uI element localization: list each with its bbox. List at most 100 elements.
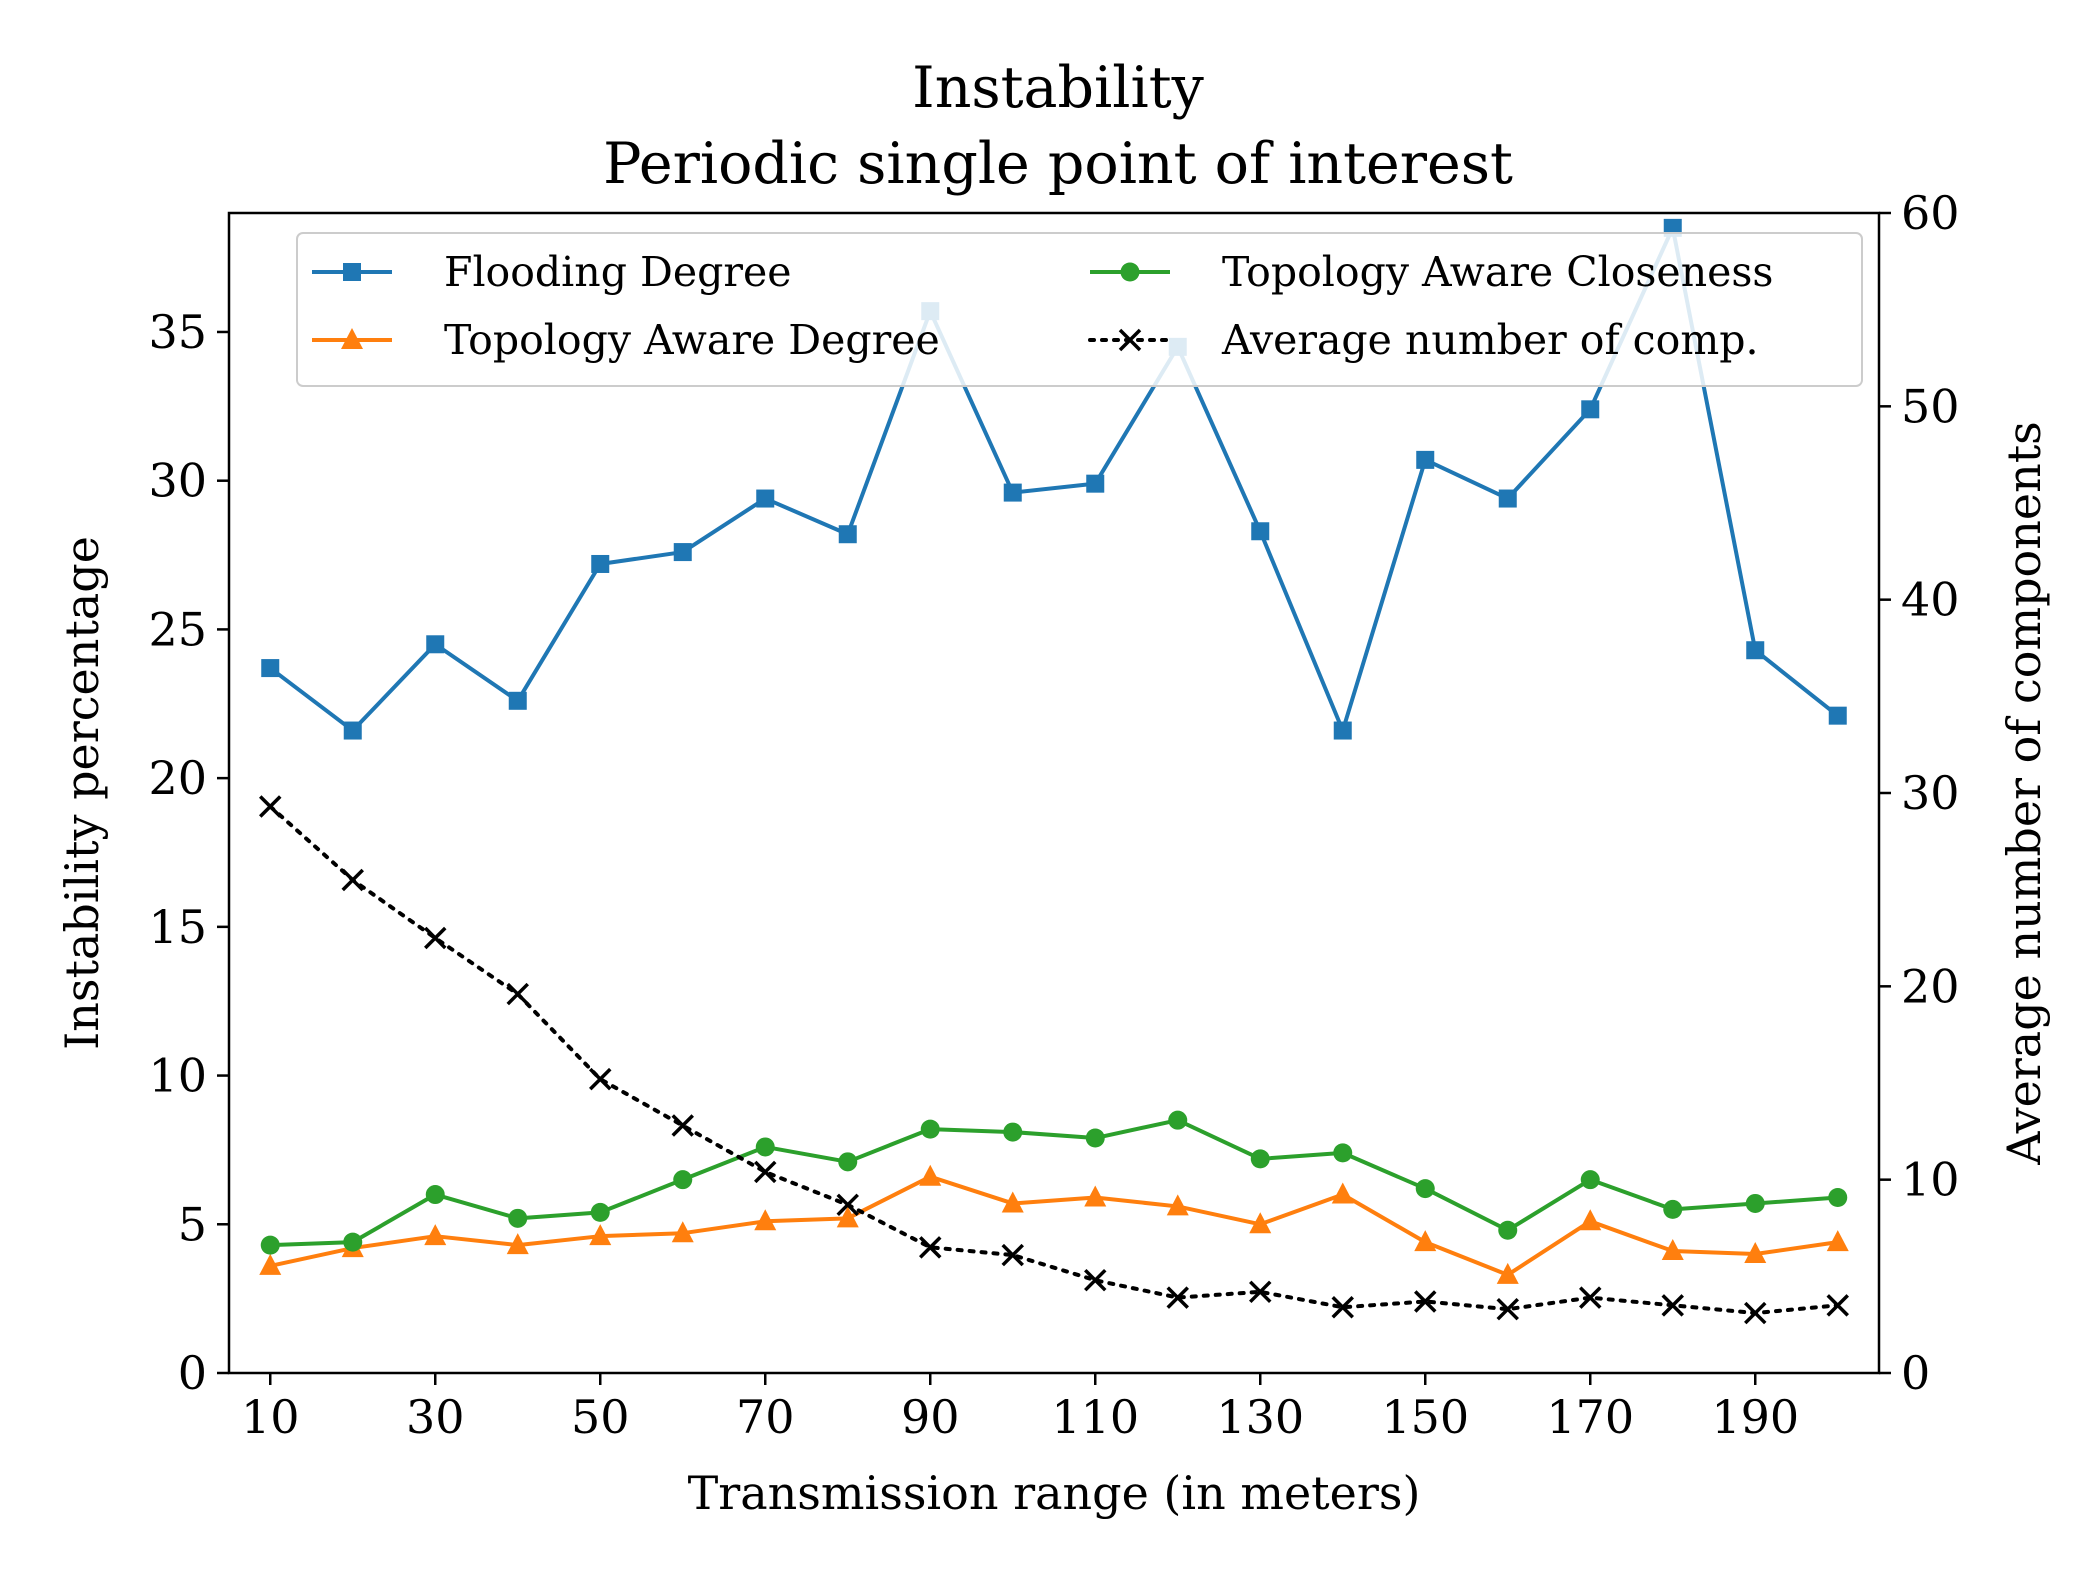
x-tick-label: 110	[1051, 1390, 1139, 1444]
data-point	[1249, 1212, 1272, 1234]
data-point	[671, 1221, 694, 1243]
y2-tick-label: 30	[1901, 766, 1960, 820]
data-point	[1498, 489, 1517, 508]
legend-marker	[341, 328, 363, 349]
data-point	[1331, 1182, 1354, 1204]
y-tick-label: 15	[148, 900, 207, 954]
data-point	[1333, 1143, 1353, 1163]
data-point	[1661, 1239, 1684, 1261]
data-point	[755, 1137, 775, 1157]
data-point	[1826, 1230, 1849, 1252]
y2-tick-label: 0	[1901, 1346, 1930, 1400]
data-point	[838, 1152, 858, 1172]
legend-marker	[343, 263, 361, 281]
data-point	[1085, 1128, 1105, 1148]
data-point	[343, 721, 362, 740]
x-tick-label: 130	[1216, 1390, 1304, 1444]
data-point	[1828, 1188, 1848, 1208]
data-point	[673, 543, 692, 562]
legend-label: Topology Aware Degree	[444, 316, 940, 364]
data-point	[260, 1235, 280, 1255]
y-tick-label: 0	[178, 1346, 207, 1400]
y-tick-label: 5	[178, 1197, 207, 1251]
y-tick-label: 10	[148, 1049, 207, 1103]
x-tick-label: 70	[736, 1390, 795, 1444]
data-point	[754, 1160, 777, 1184]
data-point	[425, 1185, 445, 1205]
legend-label: Average number of comp.	[1221, 316, 1758, 364]
data-point	[1003, 483, 1022, 502]
data-point	[838, 525, 857, 544]
y-tick-label: 20	[148, 751, 207, 805]
data-point	[1579, 1209, 1602, 1231]
x-tick-label: 90	[901, 1390, 960, 1444]
legend-items: Flooding Degree Topology Aware Degree Topo…	[312, 248, 1773, 364]
data-point	[259, 795, 282, 818]
data-point	[1084, 1185, 1107, 1207]
chart-subtitle: Periodic single point of interest	[603, 131, 1513, 197]
chart-title: Instability	[912, 55, 1204, 121]
data-point	[1414, 1230, 1437, 1252]
data-point	[1498, 1220, 1518, 1240]
data-point	[1414, 1290, 1437, 1313]
legend: Flooding Degree Topology Aware Degree Topo…	[296, 232, 1863, 387]
legend-marker	[1120, 262, 1140, 282]
y2-tick-label: 20	[1901, 959, 1960, 1013]
data-point	[919, 1164, 942, 1186]
data-point	[343, 1232, 363, 1252]
y-tick-label: 25	[148, 602, 207, 656]
legend-item: Topology Aware Degree	[312, 316, 940, 364]
data-point	[508, 1208, 528, 1228]
y-tick-label: 35	[148, 305, 207, 359]
data-point	[836, 1206, 859, 1228]
data-point	[426, 635, 445, 654]
data-point	[506, 982, 529, 1006]
data-point	[1333, 721, 1352, 740]
data-point	[1250, 1149, 1270, 1169]
data-point	[1581, 400, 1600, 419]
data-point	[424, 1224, 447, 1246]
x-tick-label: 190	[1711, 1390, 1799, 1444]
y2-tick-label: 50	[1901, 379, 1960, 433]
data-point	[508, 691, 527, 710]
y2-tick-label: 10	[1901, 1153, 1960, 1207]
data-point	[920, 1119, 940, 1139]
series-line	[269, 1174, 1839, 1277]
data-point	[1166, 1194, 1189, 1216]
data-point	[671, 1114, 694, 1137]
data-point	[1744, 1301, 1767, 1325]
legend-item: Topology Aware Closeness	[1090, 248, 1773, 296]
data-point	[1826, 1294, 1849, 1317]
data-point	[1580, 1170, 1600, 1190]
data-point	[756, 489, 775, 508]
data-point	[1416, 450, 1435, 469]
data-point	[754, 1209, 777, 1231]
legend-box	[296, 232, 1863, 387]
data-point	[591, 554, 610, 573]
data-point	[1001, 1191, 1024, 1213]
data-point	[1086, 474, 1105, 493]
data-point	[259, 1253, 282, 1275]
series-line	[269, 225, 1839, 733]
x-tick-label: 170	[1546, 1390, 1634, 1444]
legend-label: Topology Aware Closeness	[1222, 248, 1773, 296]
data-point	[1663, 1199, 1683, 1219]
series-topology-aware-closeness	[260, 1110, 1848, 1255]
series-topology-aware-degree	[259, 1164, 1849, 1284]
data-point	[1415, 1179, 1435, 1199]
legend-marker	[1118, 328, 1142, 352]
y2-tick-label: 60	[1901, 186, 1960, 240]
data-point	[1746, 641, 1765, 660]
x-tick-label: 150	[1381, 1390, 1469, 1444]
y2-tick-label: 40	[1901, 573, 1960, 627]
x-tick-label: 50	[571, 1390, 630, 1444]
y-axis-label: Instability percentage	[55, 536, 109, 1050]
data-point	[1249, 1280, 1272, 1304]
legend-item: Average number of comp.	[1088, 316, 1758, 364]
series-line	[268, 804, 1840, 1316]
data-point	[1496, 1297, 1519, 1321]
data-point	[1084, 1268, 1107, 1292]
x-axis-label: Transmission range (in meters)	[688, 1466, 1421, 1520]
y-tick-label: 30	[148, 454, 207, 508]
